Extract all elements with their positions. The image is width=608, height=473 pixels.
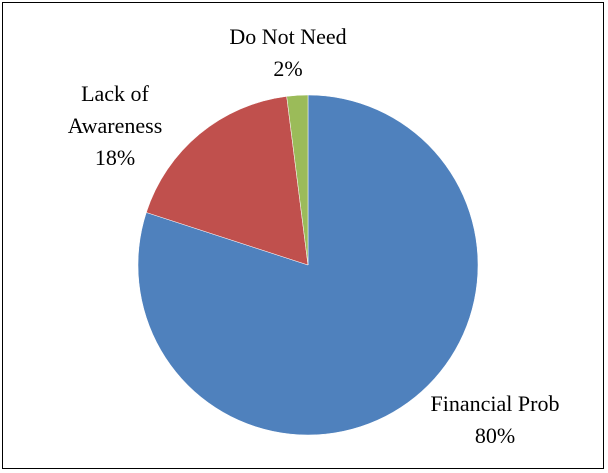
data-label-financial-prob: Financial Prob 80% bbox=[431, 391, 560, 448]
data-label-line: Awareness bbox=[68, 113, 163, 138]
pie-slice-lack-of-awareness bbox=[146, 96, 309, 266]
pie-slice-do-not-need bbox=[286, 94, 309, 266]
data-label-line: Financial Prob bbox=[431, 391, 560, 416]
data-label-line: 80% bbox=[475, 423, 515, 448]
data-label-line: Lack of bbox=[81, 81, 149, 106]
pie-labels: Financial Prob 80% Lack of Awareness 18% Do N… bbox=[68, 24, 560, 448]
pie-slices bbox=[137, 94, 479, 436]
data-label-do-not-need: Do Not Need 2% bbox=[229, 24, 346, 81]
data-label-lack-of-awareness: Lack of Awareness 18% bbox=[68, 81, 163, 170]
pie-slice-financial-prob bbox=[137, 94, 479, 436]
data-label-line: 18% bbox=[95, 145, 135, 170]
data-label-line: 2% bbox=[273, 56, 302, 81]
data-label-line: Do Not Need bbox=[229, 24, 346, 49]
